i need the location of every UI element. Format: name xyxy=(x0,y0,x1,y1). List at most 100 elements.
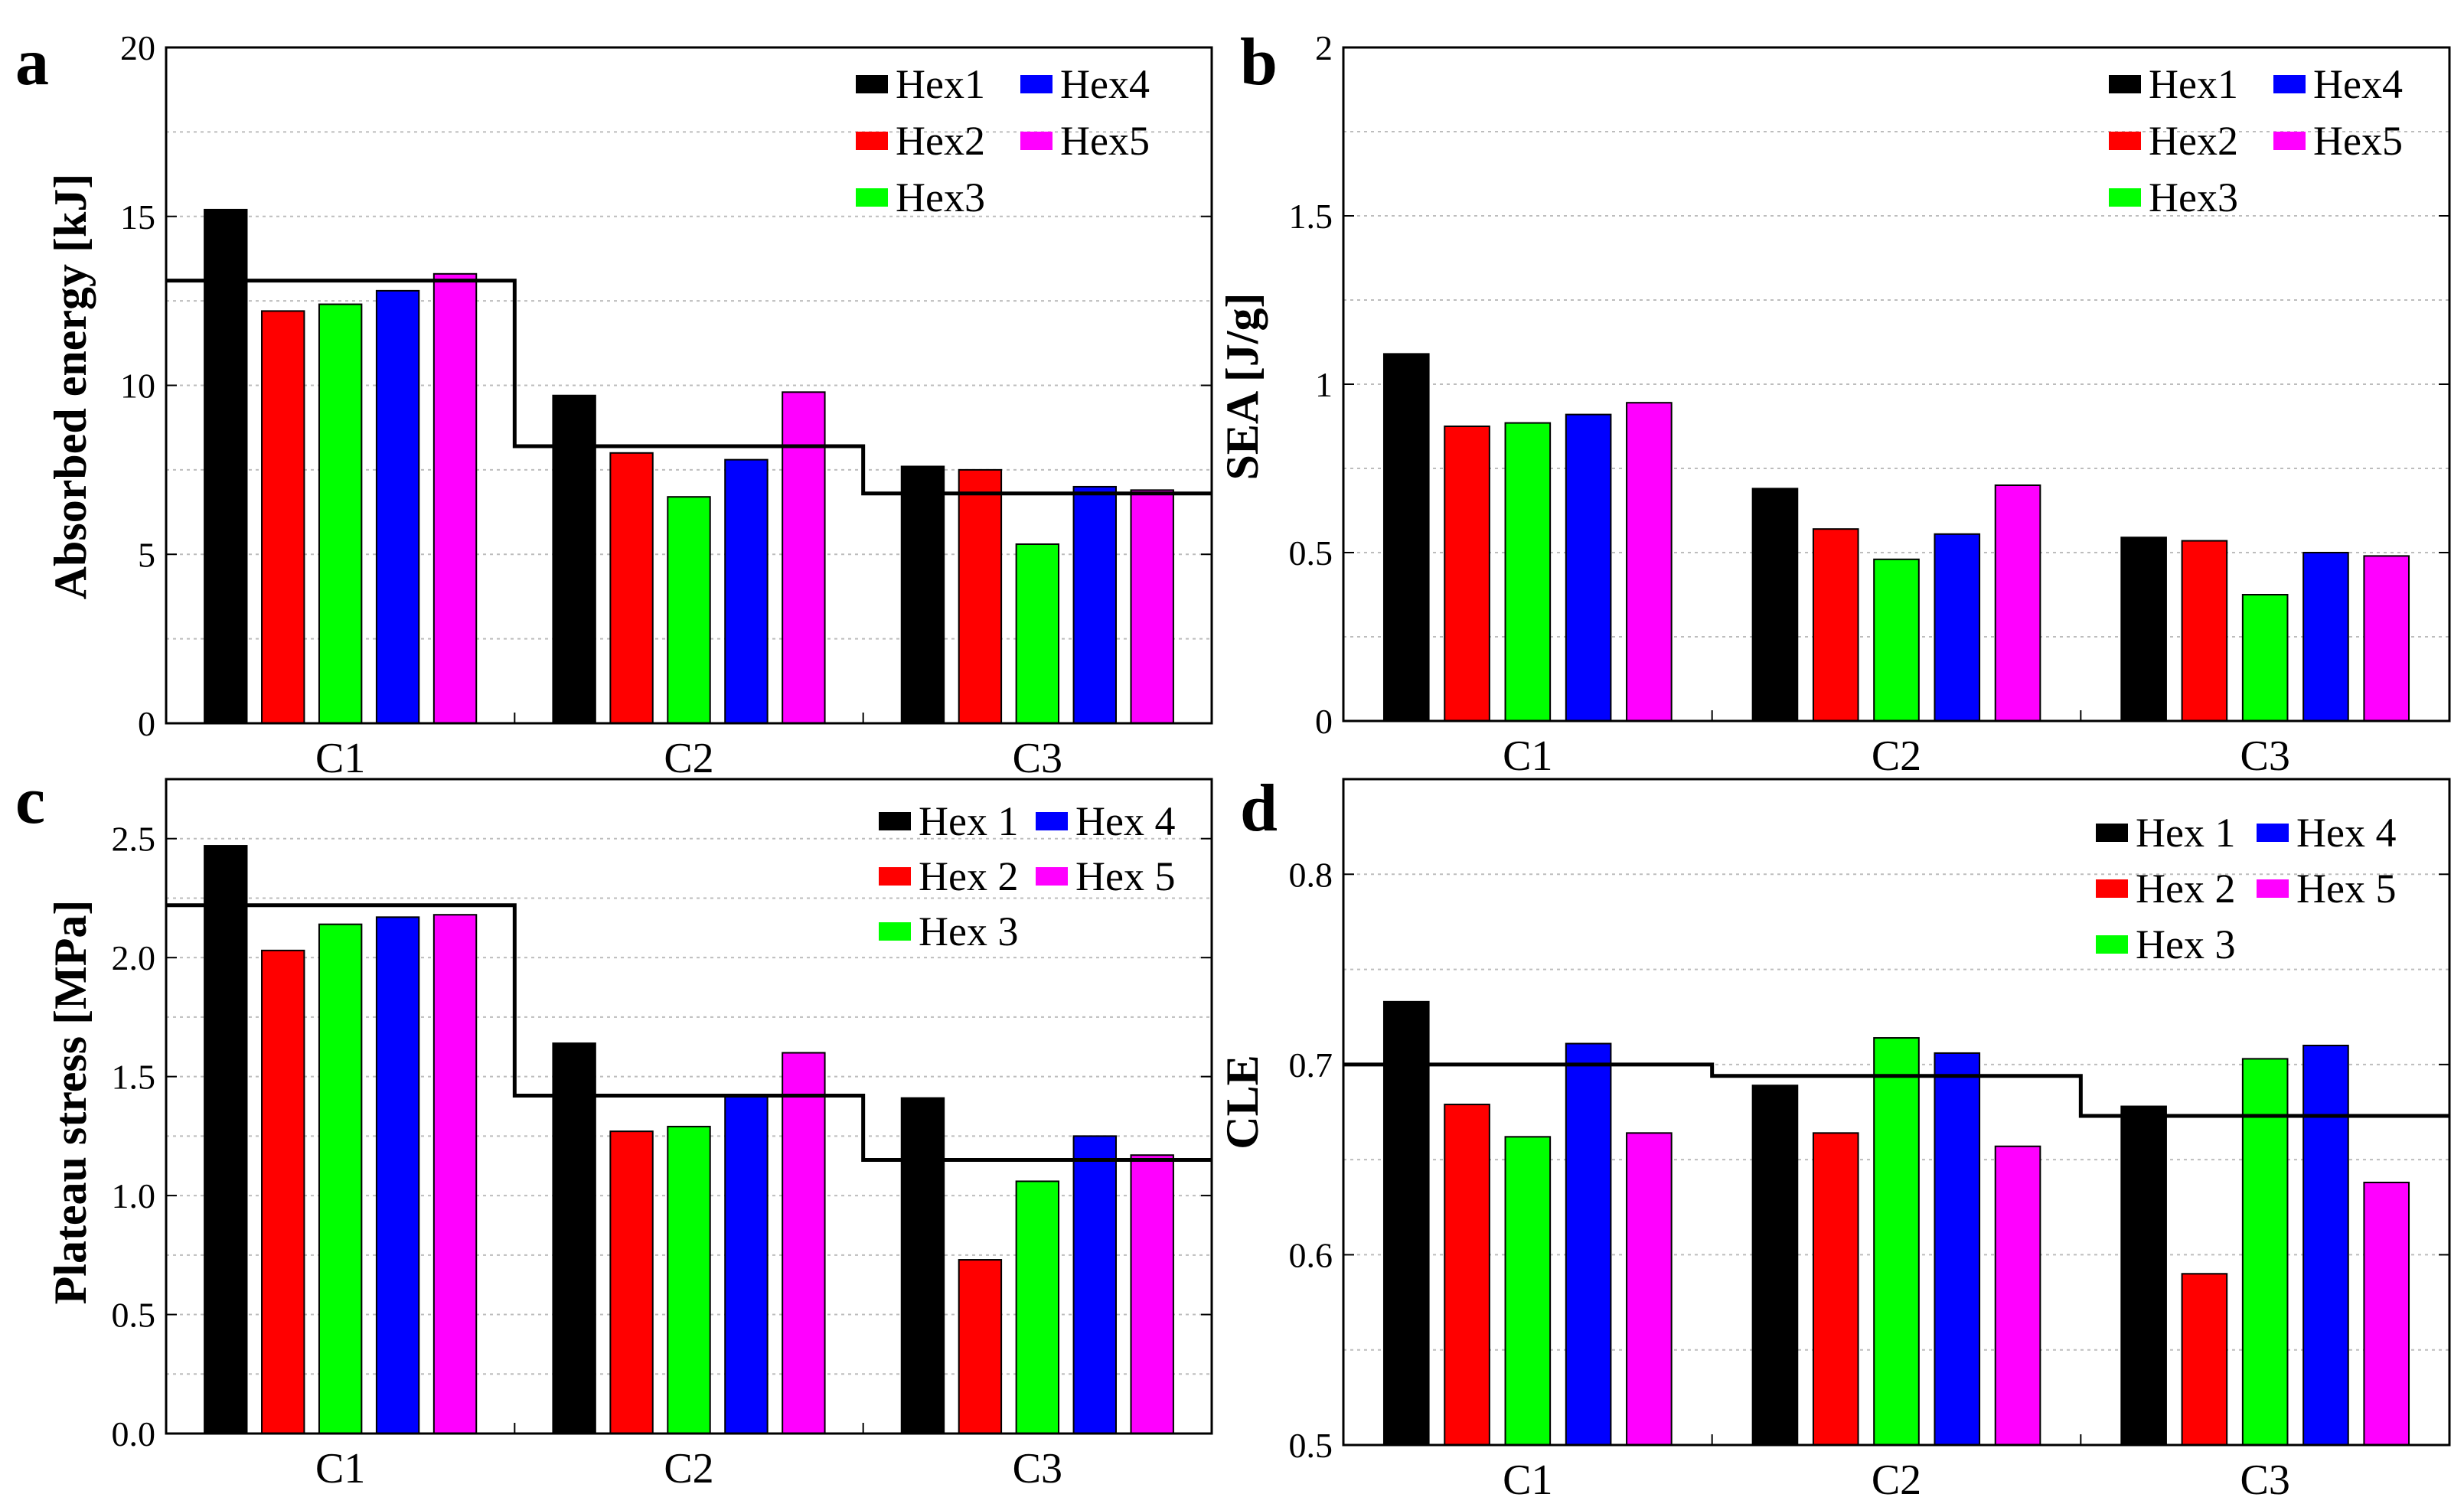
bar-hex3-c1 xyxy=(1504,1136,1552,1447)
bar-hex5-c3 xyxy=(1130,489,1174,724)
legend-label: Hex 3 xyxy=(919,908,1018,954)
bar-hex5-c1 xyxy=(432,272,478,724)
bar-hex4-c3 xyxy=(1072,1135,1117,1434)
x-tick-label: C1 xyxy=(315,1445,365,1492)
bar-hex3-c1 xyxy=(318,303,363,725)
ylabel-d: CLE xyxy=(1217,1055,1268,1149)
x-tick-label: C3 xyxy=(2240,1456,2289,1503)
y-tick-label: 0.8 xyxy=(1289,855,1333,894)
plot-frame xyxy=(1342,778,2451,1447)
bar-hex2-c2 xyxy=(609,1130,654,1435)
bar-hex5-c3 xyxy=(1130,1154,1174,1434)
legend-swatch xyxy=(879,812,911,830)
legend-swatch xyxy=(2096,879,2128,898)
legend-swatch xyxy=(2109,75,2141,93)
bar-hex5-c2 xyxy=(782,1052,826,1434)
bar-hex3-c3 xyxy=(1015,543,1060,724)
legend-label: Hex4 xyxy=(2313,61,2403,107)
bar-hex1-c2 xyxy=(1751,488,1799,723)
bar-hex2-c2 xyxy=(609,452,654,724)
ylabel-c: Plateau stress [MPa] xyxy=(45,900,96,1305)
legend-label: Hex1 xyxy=(2149,61,2238,107)
y-tick-label: 15 xyxy=(120,197,155,236)
legend-swatch xyxy=(879,867,911,886)
bar-hex5-c3 xyxy=(2363,555,2410,723)
legend-swatch xyxy=(2257,824,2289,842)
legend-label: Hex 4 xyxy=(1075,798,1175,844)
legend-label: Hex5 xyxy=(1060,118,1150,164)
y-tick-label: 2 xyxy=(1315,28,1333,67)
bar-hex2-c1 xyxy=(261,949,305,1434)
y-tick-label: 0.6 xyxy=(1289,1235,1333,1274)
legend-swatch xyxy=(2096,935,2128,954)
bar-hex1-c3 xyxy=(900,1097,945,1434)
legend-swatch xyxy=(2273,132,2306,150)
x-tick-label: C2 xyxy=(1872,1456,1921,1503)
x-tick-label: C1 xyxy=(315,735,365,782)
legend-label: Hex3 xyxy=(896,175,985,220)
legend-swatch xyxy=(2273,75,2306,93)
bar-hex5-c2 xyxy=(1994,484,2041,722)
legend-swatch xyxy=(856,75,888,93)
legend-swatch xyxy=(2109,188,2141,207)
bar-hex1-c3 xyxy=(900,465,945,725)
legend-swatch xyxy=(2096,824,2128,842)
bar-hex5-c1 xyxy=(432,914,478,1434)
bar-hex5-c2 xyxy=(1994,1145,2041,1446)
bar-hex4-c3 xyxy=(2302,1045,2349,1446)
bar-hex2-c3 xyxy=(958,468,1003,724)
panel-b: b SEA [J/g] 0 0.5 1 1.5 2 C1 C2 C3 Hex1 Hex4 Hex2 H… xyxy=(1217,25,2451,780)
bar-hex1-c1 xyxy=(1382,353,1430,722)
panel-d: d CLE 0.5 0.6 0.7 0.8 C1 C2 C3 Hex 1 Hex 4 Hex 2 H… xyxy=(1217,771,2451,1504)
bar-hex1-c1 xyxy=(1382,1000,1430,1447)
panel-letter-a: a xyxy=(15,25,49,99)
y-tick-label: 1.5 xyxy=(112,1058,156,1097)
x-tick-label: C3 xyxy=(2240,732,2289,780)
panel-c: c Plateau stress [MPa] 0.0 0.5 1.0 1.5 2.0 2.… xyxy=(15,764,1213,1492)
bar-hex4-c2 xyxy=(724,1094,769,1434)
bar-hex4-c1 xyxy=(375,289,420,724)
legend-swatch xyxy=(856,132,888,150)
bar-hex2-c3 xyxy=(2181,540,2228,722)
x-tick-label: C2 xyxy=(1872,732,1921,780)
ylabel-b: SEA [J/g] xyxy=(1217,292,1268,480)
bar-hex5-c1 xyxy=(1626,1132,1673,1447)
legend-label: Hex 5 xyxy=(2296,866,2396,912)
x-tick-label: C1 xyxy=(1503,732,1552,780)
y-tick-label: 0 xyxy=(138,704,155,743)
average-step-line xyxy=(1343,1062,2449,1118)
bar-hex3-c3 xyxy=(2241,594,2289,722)
bar-hex2-c3 xyxy=(2181,1273,2228,1447)
bar-hex4-c1 xyxy=(1565,1042,1612,1446)
bar-hex2-c2 xyxy=(1812,1132,1859,1447)
x-tick-label: C3 xyxy=(1013,735,1062,782)
bar-hex5-c3 xyxy=(2363,1181,2410,1446)
bar-hex1-c1 xyxy=(204,208,248,725)
y-tick-label: 1.0 xyxy=(112,1176,156,1215)
bar-hex4-c2 xyxy=(1934,1052,1981,1446)
y-tick-label: 0.7 xyxy=(1289,1045,1333,1085)
y-tick-label: 0.5 xyxy=(112,1296,156,1335)
bar-hex3-c1 xyxy=(318,923,363,1434)
average-step-line xyxy=(166,279,1212,496)
legend-label: Hex4 xyxy=(1060,61,1150,107)
bar-hex2-c1 xyxy=(261,310,305,724)
bar-hex3-c2 xyxy=(667,496,711,724)
panel-letter-d: d xyxy=(1240,771,1278,846)
bar-hex3-c3 xyxy=(1015,1180,1060,1435)
legend-label: Hex 5 xyxy=(1075,853,1175,899)
x-tick-label: C1 xyxy=(1503,1456,1552,1503)
y-tick-label: 0.0 xyxy=(112,1414,156,1453)
legend-label: Hex3 xyxy=(2149,175,2238,220)
legend-swatch xyxy=(1020,75,1053,93)
panel-letter-c: c xyxy=(15,764,45,838)
legend-swatch xyxy=(1036,812,1068,830)
bar-hex2-c1 xyxy=(1444,1104,1490,1446)
legend-label: Hex2 xyxy=(2149,118,2238,164)
bar-hex2-c3 xyxy=(958,1259,1003,1435)
bar-hex3-c3 xyxy=(2241,1058,2289,1447)
bar-hex5-c2 xyxy=(782,391,826,725)
y-tick-label: 5 xyxy=(138,535,155,574)
bar-hex4-c3 xyxy=(1072,485,1117,724)
bar-hex1-c2 xyxy=(1751,1085,1799,1446)
